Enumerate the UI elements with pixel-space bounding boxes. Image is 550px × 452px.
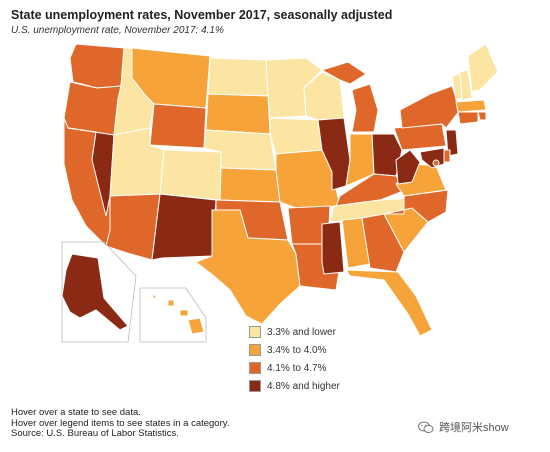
state-hawaii-oahu[interactable] [167, 299, 175, 307]
state-oregon[interactable] [63, 81, 122, 136]
hover-state-note: Hover over a state to see data. [11, 407, 141, 418]
page-subtitle: U.S. unemployment rate, November 2017: 4… [11, 25, 224, 36]
state-maine[interactable] [467, 43, 499, 93]
state-iowa[interactable] [269, 117, 323, 155]
state-mississippi[interactable] [321, 221, 345, 275]
state-washington[interactable] [69, 43, 125, 89]
state-michigan-lower[interactable] [351, 83, 379, 133]
alaska-inset-frame [61, 241, 137, 343]
state-wyoming[interactable] [149, 103, 207, 149]
legend-item-3-3-and-lower[interactable]: 3.3% and lower [249, 324, 340, 340]
state-south-dakota[interactable] [205, 93, 271, 135]
legend-swatch [249, 362, 261, 374]
state-new-hampshire[interactable] [459, 69, 473, 101]
legend-swatch [249, 380, 261, 392]
legend: 3.3% and lower 3.4% to 4.0% 4.1% to 4.7%… [249, 324, 340, 396]
state-new-mexico[interactable] [151, 193, 217, 261]
legend-item-3-4-to-4-0[interactable]: 3.4% to 4.0% [249, 342, 340, 358]
watermark: 跨境阿米show [418, 419, 509, 435]
source-note: Source: U.S. Bureau of Labor Statistics. [11, 428, 179, 439]
state-north-carolina[interactable] [383, 189, 449, 223]
state-hawaii-big-island[interactable] [187, 317, 205, 335]
state-texas[interactable] [194, 209, 301, 325]
legend-label: 3.4% to 4.0% [267, 344, 327, 356]
state-connecticut[interactable] [457, 111, 479, 125]
state-west-virginia[interactable] [395, 149, 421, 185]
state-new-york[interactable] [399, 85, 461, 129]
legend-label: 3.3% and lower [267, 326, 336, 338]
legend-swatch [249, 344, 261, 356]
state-michigan-upper[interactable] [320, 61, 367, 85]
page-title: State unemployment rates, November 2017,… [11, 8, 393, 22]
state-indiana[interactable] [345, 133, 375, 187]
state-delaware[interactable] [443, 149, 451, 163]
footnotes: Hover over a state to see data. Hover ov… [11, 407, 230, 440]
state-illinois[interactable] [317, 117, 351, 191]
hawaii-inset-frame [139, 287, 207, 343]
state-arizona[interactable] [105, 193, 161, 261]
legend-label: 4.8% and higher [267, 380, 340, 392]
state-north-dakota[interactable] [207, 57, 269, 97]
state-massachusetts[interactable] [455, 99, 487, 113]
wechat-icon [418, 421, 434, 433]
legend-swatch [249, 326, 261, 338]
state-kansas[interactable] [219, 167, 281, 203]
state-alaska[interactable] [61, 253, 129, 331]
state-rhode-island[interactable] [477, 111, 487, 121]
legend-label: 4.1% to 4.7% [267, 362, 327, 374]
state-hawaii[interactable] [151, 293, 157, 302]
watermark-text: 跨境阿米show [439, 422, 509, 434]
state-georgia[interactable] [361, 213, 405, 273]
legend-item-4-8-and-higher[interactable]: 4.8% and higher [249, 378, 340, 394]
state-colorado[interactable] [159, 149, 222, 201]
state-florida[interactable] [345, 269, 433, 337]
legend-item-4-1-to-4-7[interactable]: 4.1% to 4.7% [249, 360, 340, 376]
state-district-of-columbia[interactable] [432, 159, 440, 167]
hover-legend-note: Hover over legend items to see states in… [11, 417, 230, 429]
state-hawaii-maui[interactable] [179, 309, 189, 317]
